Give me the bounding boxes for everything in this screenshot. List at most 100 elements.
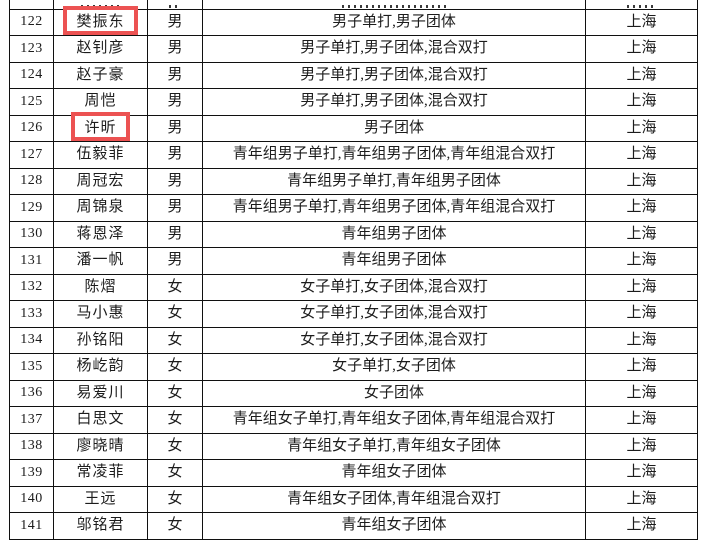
region: 上海: [585, 512, 698, 540]
row-number: 136: [9, 379, 54, 407]
region: 上海: [585, 61, 698, 89]
row-number: 140: [9, 485, 54, 513]
player-name: 易爱川: [76, 384, 125, 401]
table-row: 127 伍毅菲 男 青年组男子单打,青年组男子团体,青年组混合双打 上海: [9, 141, 698, 169]
player-name: 王远: [84, 490, 117, 507]
player-name: 赵子豪: [76, 66, 125, 83]
gender: 男: [147, 88, 203, 116]
region: 上海: [585, 88, 698, 116]
row-number: 124: [9, 61, 54, 89]
region: 上海: [585, 167, 698, 195]
table-row: 129 周锦泉 男 青年组男子单打,青年组男子团体,青年组混合双打 上海: [9, 194, 698, 222]
gender: 女: [147, 512, 203, 540]
player-name: 许昕: [71, 111, 130, 141]
row-number: 137: [9, 406, 54, 434]
events: 男子单打,男子团体,混合双打: [202, 61, 586, 89]
player-name: 孙铭阳: [76, 331, 125, 348]
region: 上海: [585, 379, 698, 407]
events: 青年组女子单打,青年组女子团体,青年组混合双打: [202, 406, 586, 434]
gender: 女: [147, 273, 203, 301]
gender: 女: [147, 485, 203, 513]
events: 青年组男子单打,青年组男子团体: [202, 167, 586, 195]
events: 青年组女子团体,青年组混合双打: [202, 485, 586, 513]
player-name-cell: 王远: [53, 485, 148, 513]
clipped-text-fragment: [342, 4, 446, 8]
row-number: 135: [9, 353, 54, 381]
clipped-cell: [9, 0, 54, 10]
row-number: 123: [9, 35, 54, 63]
row-number: 132: [9, 273, 54, 301]
events: 男子单打,男子团体,混合双打: [202, 88, 586, 116]
region: 上海: [585, 8, 698, 36]
player-name: 周恺: [84, 93, 117, 110]
gender: 男: [147, 61, 203, 89]
player-name-cell: 邬铭君: [53, 512, 148, 540]
events: 青年组女子单打,青年组女子团体: [202, 432, 586, 460]
gender: 男: [147, 141, 203, 169]
player-name: 马小惠: [76, 305, 125, 322]
gender: 女: [147, 406, 203, 434]
events: 女子单打,女子团体,混合双打: [202, 326, 586, 354]
row-number: 134: [9, 326, 54, 354]
row-number: 131: [9, 247, 54, 275]
row-number: 129: [9, 194, 54, 222]
table-row: 135 杨屹韵 女 女子单打,女子团体 上海: [9, 353, 698, 381]
region: 上海: [585, 459, 698, 487]
player-table-body: 122 樊振东 男 男子单打,男子团体 上海 123 赵钊彦 男 男子单打,男子…: [9, 0, 698, 540]
table-row: 137 白思文 女 青年组女子单打,青年组女子团体,青年组混合双打 上海: [9, 406, 698, 434]
region: 上海: [585, 247, 698, 275]
table-row: 141 邬铭君 女 青年组女子团体 上海: [9, 512, 698, 540]
gender: 女: [147, 353, 203, 381]
clipped-text-fragment: [80, 4, 121, 8]
player-name-cell: 孙铭阳: [53, 326, 148, 354]
player-name: 蒋恩泽: [76, 225, 125, 242]
table-row: 133 马小惠 女 女子单打,女子团体,混合双打 上海: [9, 300, 698, 328]
region: 上海: [585, 220, 698, 248]
clipped-text-fragment: [626, 4, 657, 8]
table-row: 136 易爱川 女 女子团体 上海: [9, 379, 698, 407]
events: 青年组男子团体: [202, 247, 586, 275]
clipped-cell: [147, 0, 203, 10]
player-name: 杨屹韵: [76, 358, 125, 375]
player-name: 潘一帆: [76, 252, 125, 269]
player-name: 赵钊彦: [76, 40, 125, 57]
events: 男子单打,男子团体,混合双打: [202, 35, 586, 63]
table-row: 130 蒋恩泽 男 青年组男子团体 上海: [9, 220, 698, 248]
table-row: 134 孙铭阳 女 女子单打,女子团体,混合双打 上海: [9, 326, 698, 354]
player-name: 周冠宏: [76, 172, 125, 189]
player-name-cell: 常凌菲: [53, 459, 148, 487]
player-name-cell: 马小惠: [53, 300, 148, 328]
events: 女子团体: [202, 379, 586, 407]
row-number: 139: [9, 459, 54, 487]
table-row: 123 赵钊彦 男 男子单打,男子团体,混合双打 上海: [9, 35, 698, 63]
region: 上海: [585, 300, 698, 328]
events: 青年组男子单打,青年组男子团体,青年组混合双打: [202, 194, 586, 222]
table-row: 126 许昕 男 男子团体 上海: [9, 111, 698, 142]
gender: 男: [147, 35, 203, 63]
player-name-cell: 陈熠: [53, 273, 148, 301]
row-number: 125: [9, 88, 54, 116]
table-row: 122 樊振东 男 男子单打,男子团体 上海: [9, 5, 698, 36]
table-row: 128 周冠宏 男 青年组男子单打,青年组男子团体 上海: [9, 167, 698, 195]
table-row: 131 潘一帆 男 青年组男子团体 上海: [9, 247, 698, 275]
region: 上海: [585, 35, 698, 63]
gender: 女: [147, 379, 203, 407]
events: 青年组男子团体: [202, 220, 586, 248]
player-name-cell: 白思文: [53, 406, 148, 434]
gender: 男: [147, 247, 203, 275]
player-name-cell: 易爱川: [53, 379, 148, 407]
region: 上海: [585, 353, 698, 381]
row-number: 127: [9, 141, 54, 169]
player-name-cell: 潘一帆: [53, 247, 148, 275]
table-row: 125 周恺 男 男子单打,男子团体,混合双打 上海: [9, 88, 698, 116]
player-name-cell: 许昕: [53, 111, 148, 142]
player-name-cell: 赵钊彦: [53, 35, 148, 63]
player-name-cell: 蒋恩泽: [53, 220, 148, 248]
player-name-cell: 杨屹韵: [53, 353, 148, 381]
gender: 男: [147, 220, 203, 248]
events: 男子单打,男子团体: [202, 8, 586, 36]
player-name: 常凌菲: [76, 464, 125, 481]
gender: 男: [147, 8, 203, 36]
gender: 女: [147, 432, 203, 460]
